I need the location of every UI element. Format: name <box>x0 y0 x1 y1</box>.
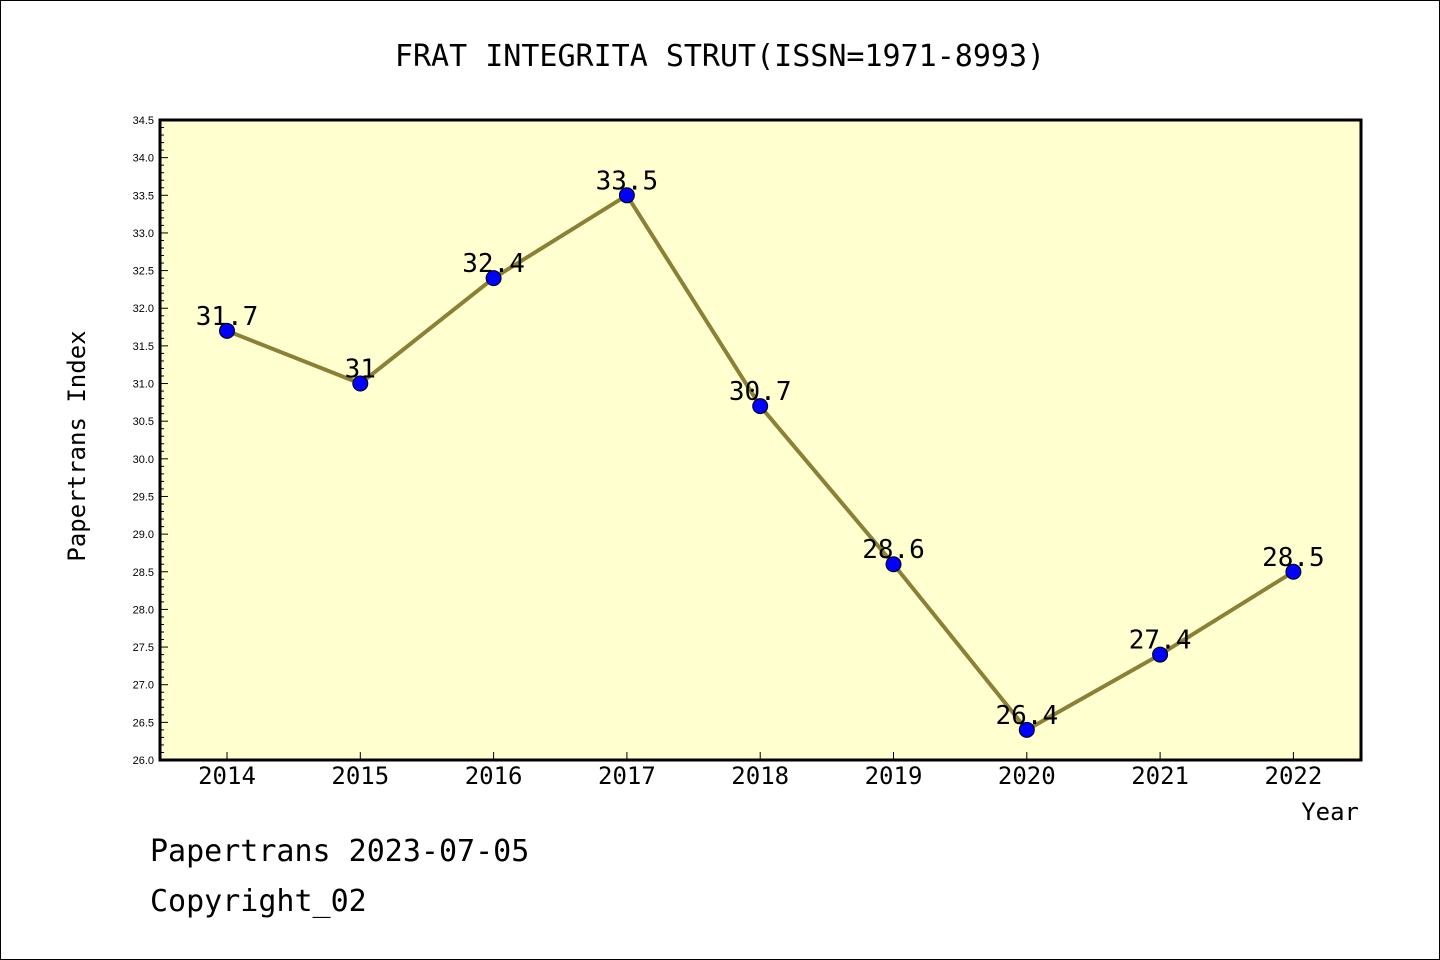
data-label: 31.7 <box>196 302 259 332</box>
x-tick-label: 2016 <box>465 762 523 790</box>
data-point <box>752 398 769 415</box>
data-point <box>485 270 502 287</box>
y-tick-label: 26.0 <box>133 755 154 767</box>
y-tick-label: 27.0 <box>133 680 154 692</box>
x-tick-label: 2017 <box>598 762 656 790</box>
x-tick-label: 2015 <box>331 762 389 790</box>
x-tick-label: 2020 <box>998 762 1056 790</box>
data-label: 27.4 <box>1129 626 1192 656</box>
data-label: 30.7 <box>729 377 792 407</box>
y-tick-label: 26.5 <box>133 717 154 729</box>
data-point <box>618 187 635 204</box>
y-tick-label: 29.0 <box>133 529 154 541</box>
footer-date: Papertrans 2023-07-05 <box>150 834 530 869</box>
y-tick-label: 28.5 <box>133 567 154 579</box>
data-point <box>885 556 902 573</box>
data-label: 33.5 <box>596 166 659 196</box>
y-tick-label: 30.5 <box>133 416 154 428</box>
chart-title: FRAT INTEGRITA STRUT(ISSN=1971-8993) <box>395 39 1045 74</box>
series <box>219 187 1302 738</box>
y-axis-label: Papertrans Index <box>63 330 91 561</box>
data-point <box>1152 646 1169 663</box>
x-tick-label: 2018 <box>731 762 789 790</box>
x-tick-label: 2014 <box>198 762 256 790</box>
y-tick-label: 33.5 <box>133 190 154 202</box>
data-labels: 31.7 31 32.4 33.5 30.7 28.6 26.4 27.4 28.5 <box>196 166 1325 731</box>
data-point <box>219 322 235 339</box>
x-tick-label: 2022 <box>1265 762 1323 790</box>
x-axis: 2014 2015 2016 2017 2018 2019 2020 2021 2022 <box>198 752 1322 790</box>
y-tick-label: 31.5 <box>133 341 154 353</box>
data-label: 32.4 <box>462 249 525 279</box>
y-tick-label: 34.5 <box>133 115 154 127</box>
data-label: 26.4 <box>995 701 1058 731</box>
y-tick-label: 32.0 <box>133 303 154 315</box>
data-label: 28.5 <box>1262 543 1325 573</box>
data-point <box>1285 563 1302 580</box>
y-tick-label: 31.0 <box>133 379 154 391</box>
y-tick-label: 30.0 <box>133 454 154 466</box>
data-label: 31 <box>345 355 376 385</box>
y-tick-label: 28.0 <box>133 604 154 616</box>
footer-copyright: Copyright_02 <box>150 884 367 919</box>
y-tick-label: 32.5 <box>133 266 154 278</box>
x-axis-label: Year <box>1301 798 1359 826</box>
y-tick-label: 34.0 <box>133 153 154 165</box>
plot-area <box>158 118 1363 762</box>
y-tick-label: 33.0 <box>133 228 154 240</box>
data-point <box>352 375 369 392</box>
y-tick-label: 27.5 <box>133 642 154 654</box>
y-tick-label: 29.5 <box>133 491 154 503</box>
x-tick-label: 2019 <box>865 762 923 790</box>
data-label: 28.6 <box>862 535 925 565</box>
y-axis: 26.0 26.5 27.0 27.5 28.0 28.5 29.0 29.5 30.0 30.5… <box>133 115 168 767</box>
data-point <box>1018 721 1035 738</box>
x-tick-label: 2021 <box>1131 762 1189 790</box>
